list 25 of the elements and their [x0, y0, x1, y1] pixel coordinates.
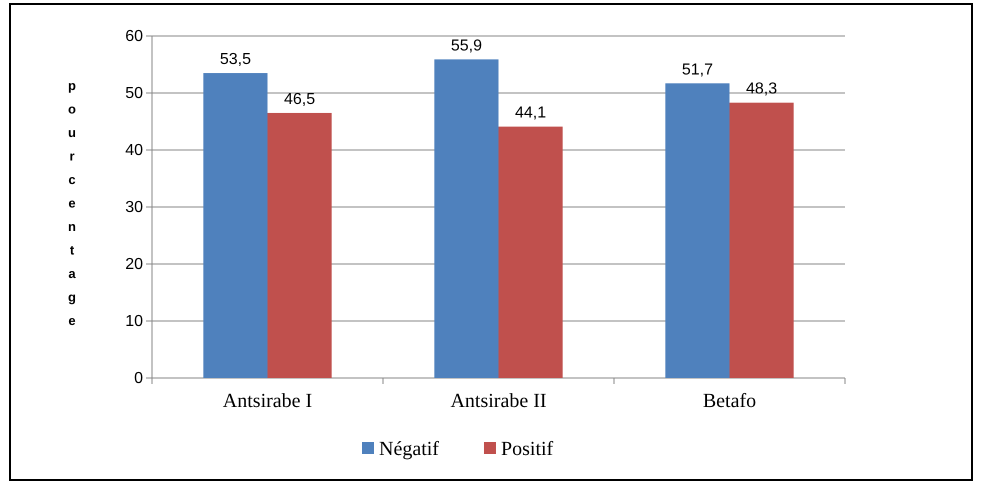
y-tick-label: 30	[125, 199, 144, 216]
data-label: 44,1	[515, 104, 546, 122]
data-label: 55,9	[450, 37, 482, 54]
data-label: 53,5	[220, 51, 252, 68]
x-tick-label: Betafo	[702, 390, 756, 412]
bar	[268, 112, 332, 378]
y-tick-label: 0	[134, 370, 144, 388]
y-tick-label: 50	[125, 85, 144, 102]
x-tick-label: Antsirabe II	[450, 390, 547, 412]
bar	[665, 83, 730, 378]
text: pourcentage	[68, 78, 76, 328]
legend-label: Négatif	[379, 438, 440, 460]
data-label: 46,5	[284, 90, 316, 108]
y-tick-label: 40	[125, 142, 144, 160]
bar	[498, 126, 563, 378]
data-label: 48,3	[746, 80, 778, 98]
bar	[203, 73, 268, 378]
y-tick-label: 60	[125, 28, 144, 46]
legend-label: Positif	[500, 438, 554, 460]
x-tick-label: Antsirabe I	[222, 390, 312, 412]
data-label: 51,7	[682, 61, 714, 78]
bar	[730, 102, 794, 378]
y-tick-label: 10	[125, 313, 144, 330]
y-tick-label: 20	[125, 256, 144, 274]
bar	[434, 59, 498, 378]
